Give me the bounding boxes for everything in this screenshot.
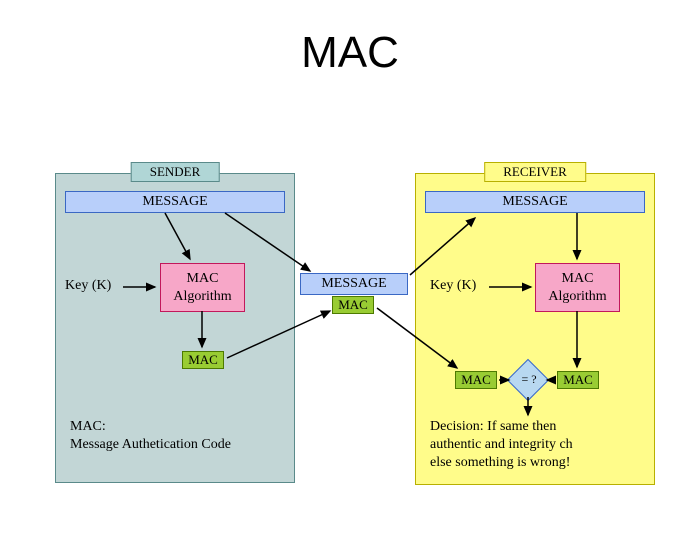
- receiver-mac-left-chip: MAC: [455, 371, 497, 389]
- receiver-algo-box: MAC Algorithm: [535, 263, 620, 312]
- compare-text: = ?: [517, 372, 541, 387]
- sender-algo-box: MAC Algorithm: [160, 263, 245, 312]
- receiver-caption: Decision: If same then authentic and int…: [430, 418, 573, 473]
- mac-diagram: SENDER RECEIVER MESSAGE MESSAGE Key (K) …: [55, 163, 655, 508]
- receiver-mac-right-chip: MAC: [557, 371, 599, 389]
- receiver-message-bar: MESSAGE: [425, 191, 645, 213]
- receiver-tab: RECEIVER: [484, 162, 586, 182]
- transit-message: MESSAGE: [300, 273, 408, 295]
- sender-caption: MAC: Message Authetication Code: [70, 418, 231, 454]
- transit-mac-chip: MAC: [332, 296, 374, 314]
- sender-key-label: Key (K): [65, 278, 111, 294]
- sender-message-bar: MESSAGE: [65, 191, 285, 213]
- receiver-key-label: Key (K): [430, 278, 476, 294]
- sender-tab: SENDER: [131, 162, 220, 182]
- sender-mac-chip: MAC: [182, 351, 224, 369]
- page-title: MAC: [0, 28, 700, 78]
